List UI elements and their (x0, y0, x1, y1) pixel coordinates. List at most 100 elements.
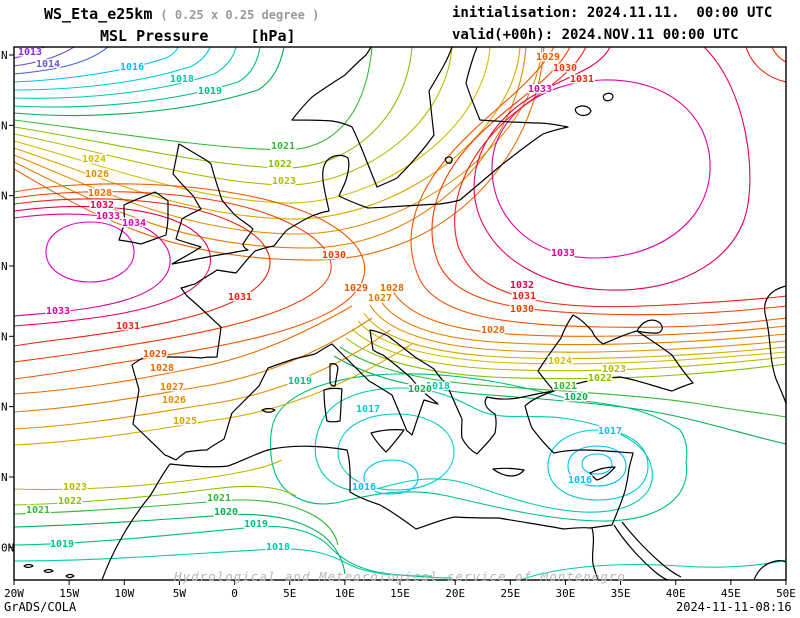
contour-label-1016: 1016 (352, 482, 376, 493)
isobar-1017-med-east (547, 429, 649, 501)
isobar-1020 (14, 47, 285, 117)
isobar-1028-se (389, 285, 786, 337)
isobar-1033-east (491, 79, 711, 259)
contour-label-1014: 1014 (36, 59, 60, 70)
contour-label-1034: 1034 (122, 218, 146, 229)
x-tick-label-5W: 5W (173, 587, 187, 600)
isobar-1023 (14, 47, 453, 186)
island-corsica (329, 363, 339, 387)
contour-label-1026: 1026 (162, 395, 186, 406)
contour-label-1031: 1031 (570, 74, 594, 85)
isobar-1016-med-east (567, 445, 627, 487)
isobar-1032-east (473, 47, 751, 291)
x-tick-label-20W: 20W (4, 587, 24, 600)
axis-layer: 20W 15W 10W 5W 0 5E 10E 15E 20E 25E 30E 35E 40E 45E 50… (1, 49, 796, 600)
contour-label-1017: 1017 (598, 426, 622, 437)
isobar-1027-iberia (14, 317, 373, 413)
x-tick-label-35E: 35E (611, 587, 631, 600)
isobar-1017-med-west (337, 413, 455, 491)
coastline-britain (171, 143, 254, 265)
contour-label-1013: 1013 (18, 47, 42, 58)
y-tick-label-0: N (1, 49, 8, 62)
contour-label-1030: 1030 (322, 250, 346, 261)
contour-label-1021: 1021 (26, 505, 50, 516)
coastline-red-sea (613, 521, 682, 580)
isobar-1026-se (369, 304, 786, 353)
island-sardinia (323, 387, 343, 423)
isobar-1018-med-ring (314, 387, 653, 513)
initialisation-time: initialisation: 2024.11.11. 00:00 UTC (452, 5, 773, 21)
isobar-1018 (14, 47, 237, 99)
isobar-1031-east (454, 47, 786, 308)
coastline-layer (23, 47, 786, 580)
isobar-1025 (14, 47, 521, 220)
contour-label-1022: 1022 (268, 159, 292, 170)
contour-label-1033: 1033 (551, 248, 575, 259)
island-sicily (370, 429, 405, 453)
isobar-1015 (14, 47, 109, 75)
y-tick-label-7: 0N (1, 541, 14, 554)
contour-label-1019: 1019 (50, 539, 74, 550)
isobar-1023-se (351, 328, 786, 372)
x-tick-label-10E: 10E (335, 587, 355, 600)
x-tick-label-10W: 10W (114, 587, 134, 600)
grads-credit: GrADS/COLA (4, 600, 77, 614)
contour-label-1026: 1026 (85, 169, 109, 180)
isobar-1028-iberia (14, 305, 353, 395)
isobar-1016-med-west (363, 459, 419, 495)
island-gotland (444, 156, 453, 164)
contour-label-1025: 1025 (173, 416, 197, 427)
x-tick-label-20E: 20E (445, 587, 465, 600)
island-mallorca (261, 407, 276, 413)
isobar-1021-africa (14, 499, 339, 546)
contour-label-1016: 1016 (120, 62, 144, 73)
isobar-1022-africa (14, 485, 297, 506)
coastline-persian-gulf (753, 559, 786, 580)
contour-label-1021: 1021 (207, 493, 231, 504)
field-title: MSL Pressure [hPa] (100, 27, 296, 45)
isobar-1024 (14, 47, 491, 204)
isobar-1030-atl (14, 191, 332, 363)
contour-label-1027: 1027 (160, 382, 184, 393)
contour-label-1021: 1021 (271, 141, 295, 152)
contour-label-1022: 1022 (58, 496, 82, 507)
isobar-1021 (14, 47, 373, 151)
isobar-1013 (14, 47, 45, 59)
isobar-1025-se (363, 312, 786, 360)
x-tick-label-40E: 40E (666, 587, 686, 600)
isobar-1031-ne-corner (745, 47, 786, 83)
contour-label-1029: 1029 (536, 52, 560, 63)
coastline-ireland (118, 191, 169, 245)
contour-label-1017: 1017 (356, 404, 380, 415)
contour-label-1029: 1029 (143, 349, 167, 360)
contour-label-1033: 1033 (528, 84, 552, 95)
isobar-1026 (14, 47, 543, 235)
contour-label-1016: 1016 (568, 475, 592, 486)
contour-label-1031: 1031 (116, 321, 140, 332)
river-nile (591, 527, 599, 580)
contour-label-1031: 1031 (228, 292, 252, 303)
x-tick-label-0: 0 (231, 587, 238, 600)
contour-label-1024: 1024 (82, 154, 106, 165)
isobar-1030-east (431, 47, 786, 316)
isobar-1020-africa (14, 513, 346, 575)
isobar-1034-atl (45, 221, 135, 283)
contour-label-1031: 1031 (512, 291, 536, 302)
creation-timestamp: 2024-11-11-08:16 (676, 600, 792, 614)
contour-label-1023: 1023 (272, 176, 296, 187)
isobar-1032-atl (14, 205, 212, 327)
isobar-1030-ne-corner (771, 47, 786, 63)
isobar-1020-se (333, 355, 786, 445)
contour-label-1020: 1020 (214, 507, 238, 518)
field-name: MSL Pressure (100, 27, 209, 45)
y-tick-label-3: N (1, 260, 8, 273)
contour-label-1020: 1020 (408, 384, 432, 395)
contour-label-1030: 1030 (510, 304, 534, 315)
isobar-1016 (14, 47, 179, 83)
contour-label-1019: 1019 (198, 86, 222, 97)
coastline-caspian (764, 285, 786, 405)
isobar-layer (14, 47, 786, 580)
